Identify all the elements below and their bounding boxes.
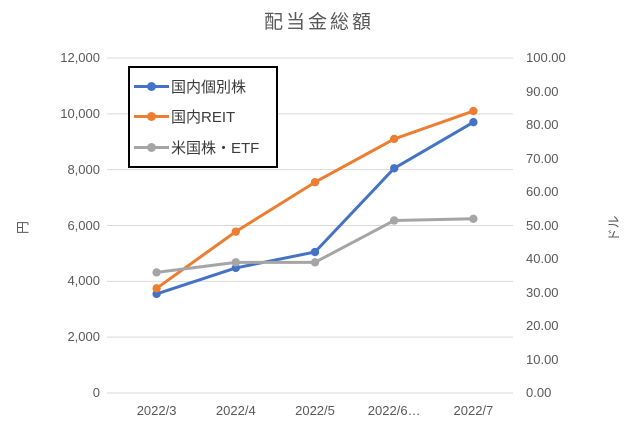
series-marker-2 [310, 258, 320, 267]
right-axis-tick-label: 10.00 [526, 351, 559, 367]
left-axis-tick-label: 12,000 [60, 50, 100, 65]
right-axis-title: ドル [606, 215, 622, 242]
left-axis-tick-label: 10,000 [60, 105, 100, 121]
legend-label: 米国株・ETF [171, 140, 260, 158]
series-marker-1 [231, 227, 240, 236]
legend-label: 国内個別株 [171, 78, 247, 96]
chart-title: 配当金総額 [263, 12, 374, 33]
right-axis-tick-label: 70.00 [526, 150, 559, 166]
right-axis-tick-label: 30.00 [526, 284, 559, 300]
left-axis-tick-label: 8,000 [67, 161, 100, 177]
legend: 国内個別株国内REIT 米国株・ETF [128, 66, 278, 168]
legend-line-marker-icon [134, 143, 169, 153]
legend-marker-dot [147, 81, 156, 91]
left-axis-tick-label: 6,000 [67, 217, 100, 233]
series-marker-1 [469, 106, 478, 116]
series-marker-2 [152, 268, 161, 277]
right-axis-tick-label: 100.00 [526, 50, 566, 65]
right-axis-tick-label: 40.00 [526, 251, 559, 266]
legend-line-marker-icon [134, 81, 169, 91]
right-axis-tick-label: 60.00 [526, 184, 559, 199]
x-axis-tick-label: 2022/6… [367, 403, 421, 418]
left-axis-tick-label: 2,000 [67, 329, 100, 345]
series-marker-0 [390, 164, 399, 173]
right-axis-tick-label: 90.00 [526, 83, 559, 99]
legend-label: 国内REIT [171, 109, 236, 127]
legend-item-0: 国内個別株 [134, 76, 274, 97]
legend-marker-dot [147, 143, 156, 153]
right-axis-tick-label: 0.00 [526, 385, 552, 400]
left-axis-tick-label: 4,000 [67, 273, 100, 289]
legend-marker-dot [147, 112, 156, 122]
series-marker-2 [231, 258, 240, 267]
right-axis-tick-label: 20.00 [526, 318, 559, 333]
series-marker-1 [310, 178, 320, 187]
right-axis-tick-label: 50.00 [526, 217, 559, 233]
series-marker-1 [390, 134, 399, 144]
series-marker-0 [469, 118, 478, 127]
x-axis-tick-label: 2022/5 [295, 403, 335, 418]
series-marker-2 [469, 214, 478, 223]
legend-item-2: 米国株・ETF [134, 137, 274, 158]
right-axis-tick-label: 80.00 [526, 117, 559, 132]
x-axis-tick-label: 2022/3 [136, 403, 177, 418]
series-marker-0 [310, 247, 320, 257]
legend-item-1: 国内REIT [134, 106, 274, 127]
legend-line-marker-icon [134, 112, 169, 122]
x-axis-tick-label: 2022/7 [453, 403, 494, 418]
series-marker-1 [152, 284, 161, 293]
left-axis-tick-label: 0 [92, 385, 100, 400]
x-axis-tick-label: 2022/4 [215, 403, 256, 418]
series-marker-2 [390, 216, 399, 225]
